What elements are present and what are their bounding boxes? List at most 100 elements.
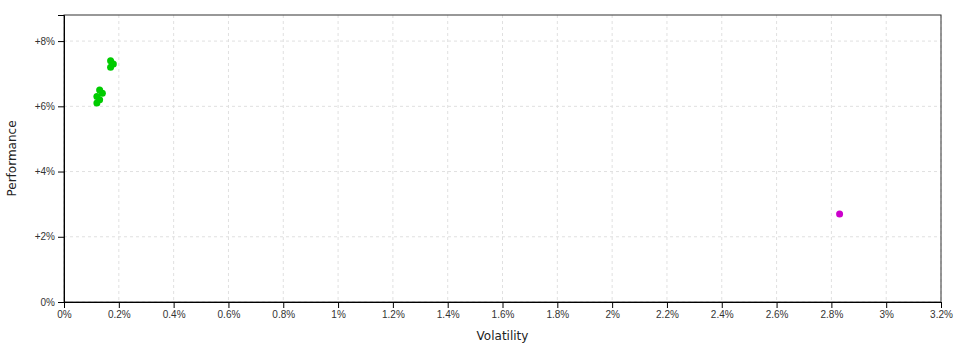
tick: 2.2%: [656, 302, 679, 320]
y-axis: 0% +2% +4% +6% +8%: [35, 16, 65, 308]
grid-line-y: [64, 236, 941, 237]
chart-svg: 0% 0.2% 0.4% 0.6% 0.8% 1% 1.2% 1.4% 1.6% 1.8% 2% 2.…: [0, 0, 966, 350]
grid-line-x: [557, 15, 558, 302]
tick-mark: [338, 302, 339, 308]
grid-line-x: [612, 15, 613, 302]
grid-line-x: [831, 15, 832, 302]
tick-label: 2.6%: [766, 309, 789, 320]
grid-line-x: [283, 15, 284, 302]
grid-line-x: [173, 15, 174, 302]
tick-mark: [667, 302, 668, 308]
tick: 1.6%: [492, 302, 515, 320]
tick: 2.4%: [711, 302, 734, 320]
tick: +2%: [35, 231, 64, 242]
tick-label: 0.2%: [108, 309, 131, 320]
tick: 0.4%: [163, 302, 186, 320]
tick: 1.8%: [546, 302, 569, 320]
tick: 1.4%: [437, 302, 460, 320]
tick-label: 1.2%: [382, 309, 405, 320]
tick-mark: [612, 302, 613, 308]
tick-mark: [58, 106, 64, 107]
tick-label: 0%: [57, 309, 72, 320]
tick-mark: [283, 302, 284, 308]
tick-label: +4%: [35, 166, 55, 177]
tick: +6%: [35, 101, 64, 112]
tick-label: 1%: [331, 309, 346, 320]
tick-label: 0.4%: [163, 309, 186, 320]
tick-label: 1.4%: [437, 309, 460, 320]
tick-label: +2%: [35, 231, 55, 242]
x-axis: 0% 0.2% 0.4% 0.6% 0.8% 1% 1.2% 1.4% 1.6% 1.8% 2% 2.…: [57, 302, 953, 320]
tick: +4%: [35, 166, 64, 177]
grid-line-x: [338, 15, 339, 302]
grid-line-x: [228, 15, 229, 302]
grid-line-x: [886, 15, 887, 302]
tick-label: 0.6%: [218, 309, 241, 320]
tick-label: +6%: [35, 101, 55, 112]
tick-label: 2.8%: [820, 309, 843, 320]
point: [836, 210, 843, 217]
tick-mark: [174, 302, 175, 308]
tick: 1%: [331, 302, 346, 320]
grid-line-x: [118, 15, 119, 302]
points: [93, 57, 843, 217]
tick-mark: [503, 302, 504, 308]
tick-mark: [448, 302, 449, 308]
tick-mark: [119, 302, 120, 308]
tick-label: 0.8%: [272, 309, 295, 320]
axis-line: [65, 303, 942, 309]
x-axis-title: Volatility: [477, 329, 529, 343]
tick: 2.6%: [766, 302, 789, 320]
tick: 3%: [879, 302, 894, 320]
plot-area: 0% 0.2% 0.4% 0.6% 0.8% 1% 1.2% 1.4% 1.6% 1.8% 2% 2.…: [35, 15, 953, 320]
point: [107, 57, 114, 64]
tick: 0.6%: [218, 302, 241, 320]
tick-mark: [58, 172, 64, 173]
tick: 2%: [605, 302, 620, 320]
tick-mark: [58, 237, 64, 238]
tick-label: 0%: [41, 297, 56, 308]
tick-mark: [58, 302, 64, 303]
tick: 1.2%: [382, 302, 405, 320]
axis-line: [58, 16, 65, 303]
tick-label: 2.2%: [656, 309, 679, 320]
series: [836, 210, 843, 217]
tick-mark: [777, 302, 778, 308]
grid-line-x: [776, 15, 777, 302]
point: [93, 100, 100, 107]
tick-mark: [393, 302, 394, 308]
tick: +8%: [35, 36, 64, 47]
tick: 0%: [57, 302, 72, 320]
tick: 0%: [41, 297, 64, 308]
grid-line-x: [392, 15, 393, 302]
grid-line-x: [721, 15, 722, 302]
tick-label: 1.6%: [492, 309, 515, 320]
tick-label: 2.4%: [711, 309, 734, 320]
tick-label: +8%: [35, 36, 55, 47]
grid-line-y: [64, 171, 941, 172]
tick-label: 1.8%: [546, 309, 569, 320]
tick-mark: [941, 302, 942, 308]
grid-line-x: [502, 15, 503, 302]
tick: 3.2%: [930, 302, 953, 320]
tick: 0.2%: [108, 302, 131, 320]
y-axis-title: Performance: [5, 120, 19, 196]
tick-label: 2%: [605, 309, 620, 320]
grid-line-y: [64, 41, 941, 42]
series: [93, 57, 116, 106]
grid-line-x: [666, 15, 667, 302]
tick-mark: [831, 302, 832, 308]
tick: 0.8%: [272, 302, 295, 320]
tick-mark: [557, 302, 558, 308]
tick-mark: [886, 302, 887, 308]
plot-frame: [64, 15, 941, 302]
tick: 2.8%: [820, 302, 843, 320]
grid: [64, 15, 941, 302]
point: [99, 90, 106, 97]
grid-line-x: [447, 15, 448, 302]
tick-mark: [722, 302, 723, 308]
tick-label: 3%: [879, 309, 894, 320]
grid-line-y: [64, 106, 941, 107]
tick-mark: [58, 41, 64, 42]
tick-label: 3.2%: [930, 309, 953, 320]
